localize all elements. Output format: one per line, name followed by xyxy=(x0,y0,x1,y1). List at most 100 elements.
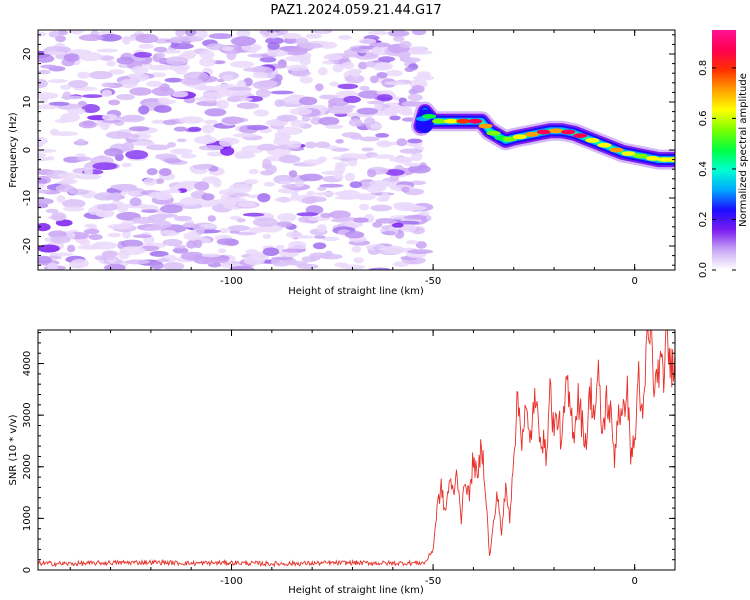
heatmap-noise-cell xyxy=(385,70,403,77)
heatmap-noise-cell xyxy=(97,203,120,211)
heatmap-noise-cell xyxy=(108,99,120,106)
heatmap-noise-cell xyxy=(288,240,307,251)
heatmap-noise-cell xyxy=(384,81,407,86)
heatmap-noise-cell xyxy=(129,197,142,207)
heatmap-noise-cell xyxy=(171,91,189,98)
heatmap-noise-cell xyxy=(323,54,343,61)
heatmap-noise-cell xyxy=(127,190,140,196)
heatmap-noise-cell xyxy=(38,78,48,89)
heatmap-noise-cell xyxy=(152,213,178,218)
heatmap-noise-cell xyxy=(50,212,67,222)
signal-ridge-cell xyxy=(432,118,447,124)
snr-y-axis-label: SNR (10 * v/v) xyxy=(8,414,19,485)
heatmap-noise-cell xyxy=(236,231,257,236)
heatmap-noise-cell xyxy=(118,249,130,260)
heatmap-noise-cell xyxy=(401,106,413,114)
heatmap-noise-cell xyxy=(162,189,181,194)
heatmap-noise-cell xyxy=(101,82,116,88)
heatmap-noise-cell xyxy=(246,125,269,131)
heatmap-noise-cell xyxy=(153,105,172,113)
heatmap-noise-cell xyxy=(357,61,368,70)
heatmap-noise-cell xyxy=(131,65,149,74)
heatmap-noise-cell xyxy=(370,204,393,212)
heatmap-noise-cell xyxy=(120,221,137,225)
heatmap-noise-cell xyxy=(338,35,352,40)
heatmap-noise-cell xyxy=(38,69,51,75)
heatmap-noise-cell xyxy=(59,178,78,185)
heatmap-noise-cell xyxy=(212,178,222,188)
heatmap-noise-cell xyxy=(160,204,183,214)
signal-ridge-cell xyxy=(456,118,471,124)
heatmap-noise-cell xyxy=(288,94,302,99)
heatmap-noise-cell xyxy=(408,164,431,174)
heatmap-noise-cell xyxy=(77,245,102,250)
signal-ridge-cell xyxy=(609,147,624,153)
heatmap-noise-cell xyxy=(198,145,224,151)
heatmap-noise-cell xyxy=(170,43,194,50)
heatmap-noise-cell xyxy=(38,244,60,253)
signal-ridge-cell xyxy=(524,132,539,137)
heatmap-noise-cell xyxy=(100,123,110,131)
heatmap-noise-cell xyxy=(276,114,298,122)
heatmap-noise-cell xyxy=(38,175,51,185)
heatmap-noise-cell xyxy=(193,135,217,145)
signal-ridge-cell xyxy=(444,118,459,124)
colorbar-tick-label: 0.2 xyxy=(698,212,709,228)
colorbar-gradient xyxy=(712,30,736,270)
heatmap-noise-cell xyxy=(334,195,360,200)
heatmap-noise-cell xyxy=(299,42,323,49)
heatmap-noise-cell xyxy=(151,119,167,124)
heatmap-noise-cell xyxy=(243,255,265,266)
heatmap-noise-cell xyxy=(354,193,377,199)
heatmap-noise-cell xyxy=(56,195,66,203)
heatmap-noise-cell xyxy=(38,255,52,264)
signal-ridge-cell xyxy=(645,156,660,161)
heatmap-noise-cell xyxy=(78,120,97,129)
heatmap-noise-cell xyxy=(319,183,344,188)
colorbar-tick-label: 0.0 xyxy=(698,262,709,278)
heatmap-noise-cell xyxy=(47,262,58,270)
heatmap-noise-cell xyxy=(204,108,227,117)
heatmap-noise-cell xyxy=(198,86,213,91)
heatmap-noise-cell xyxy=(162,49,181,54)
heatmap-noise-cell xyxy=(407,46,427,55)
heatmap-noise-cell xyxy=(371,46,382,55)
heatmap-noise-cell xyxy=(376,90,394,95)
heatmap-noise-cell xyxy=(351,47,363,52)
heatmap-noise-cell xyxy=(101,89,113,98)
heatmap-noise-cell xyxy=(359,136,380,142)
heatmap-noise-cell xyxy=(253,109,270,117)
heatmap-noise-cell xyxy=(218,189,237,196)
signal-ridge-cell xyxy=(422,114,437,119)
heatmap-noise-cell xyxy=(179,116,204,124)
heatmap-noise-cell xyxy=(146,168,158,176)
heatmap-noise-cell xyxy=(361,147,374,152)
heatmap-noise-cell xyxy=(376,141,401,146)
heatmap-noise-cell xyxy=(336,216,357,221)
heatmap-noise-cell xyxy=(40,64,58,69)
heatmap-noise-cell xyxy=(319,94,338,100)
heatmap-noise-cell xyxy=(176,138,187,143)
heatmap-noise-cell xyxy=(314,141,330,149)
heatmap-noise-cell xyxy=(306,190,315,196)
heatmap-noise-cell xyxy=(324,250,333,257)
heatmap-noise-cell xyxy=(369,180,391,187)
heatmap-noise-cell xyxy=(275,244,285,250)
signal-ridge-cell xyxy=(585,138,600,143)
heatmap-noise-cell xyxy=(265,164,277,174)
heatmap-noise-cell xyxy=(121,142,135,152)
snr-x-ticks: -100 -50 0 xyxy=(69,330,676,587)
heatmap-noise-cell xyxy=(265,37,284,45)
heatmap-noise-cell xyxy=(389,115,401,121)
heatmap-noise-cell xyxy=(299,57,311,66)
heatmap-noise-cell xyxy=(104,148,124,157)
heatmap-noise-cell xyxy=(415,241,427,249)
heatmap-noise-cell xyxy=(172,247,189,254)
spectrogram-x-ticks: -100 -50 0 xyxy=(69,30,676,287)
heatmap-noise-cell xyxy=(194,97,218,102)
heatmap-noise-cell xyxy=(84,223,97,229)
heatmap-noise-cell xyxy=(174,64,188,75)
heatmap-noise-cell xyxy=(320,212,332,218)
heatmap-noise-cell xyxy=(217,248,227,254)
heatmap-noise-cell xyxy=(327,106,354,115)
